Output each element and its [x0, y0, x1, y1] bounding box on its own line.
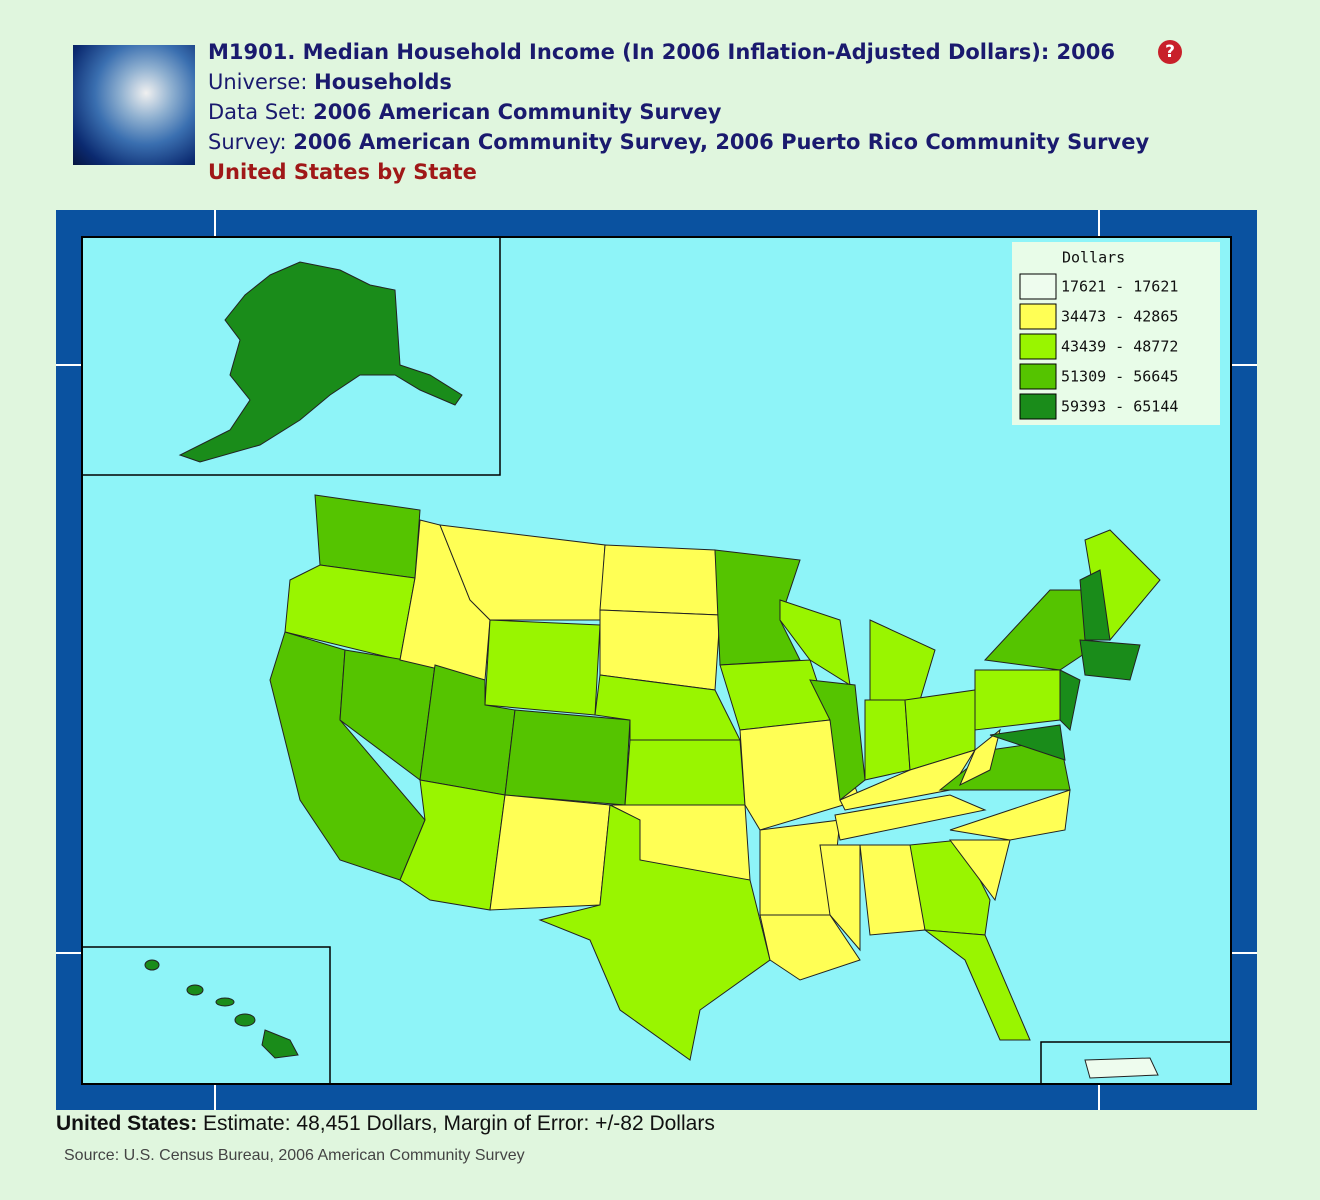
legend-label: 51309 - 56645	[1061, 368, 1178, 386]
help-button[interactable]: ?	[1158, 40, 1182, 64]
legend-swatch	[1019, 363, 1057, 390]
state	[178, 261, 463, 463]
state	[819, 844, 861, 952]
footer-label: United States:	[56, 1112, 198, 1135]
state	[624, 739, 746, 806]
state	[1079, 639, 1141, 681]
state	[834, 794, 987, 841]
legend-swatch	[1019, 303, 1057, 330]
state	[439, 524, 606, 621]
state	[599, 544, 721, 616]
legend-swatch	[1019, 273, 1057, 300]
legend-label: 34473 - 42865	[1061, 308, 1178, 326]
legend-title: Dollars	[1062, 249, 1125, 267]
legend-label: 59393 - 65144	[1061, 398, 1178, 416]
info-value: 2006 American Community Survey, 2006 Pue…	[293, 130, 1150, 154]
frame-ticks	[56, 210, 1257, 1110]
state	[1059, 669, 1081, 732]
states	[269, 494, 1161, 1061]
info-value: 2006 American Community Survey	[313, 100, 722, 124]
hawaii-inset	[81, 946, 331, 1085]
state	[779, 599, 851, 687]
state	[839, 749, 977, 811]
state	[864, 699, 911, 781]
state	[949, 839, 1011, 902]
state	[739, 719, 861, 831]
info-line: Universe: Households	[208, 70, 452, 94]
state	[809, 679, 866, 801]
info-label: Survey:	[208, 130, 287, 154]
state	[314, 494, 421, 579]
state	[714, 549, 801, 666]
state	[484, 619, 601, 716]
footer-text: Estimate: 48,451 Dollars, Margin of Erro…	[203, 1112, 715, 1135]
state	[489, 794, 611, 911]
icon	[73, 45, 195, 165]
legend-swatch	[1019, 393, 1057, 420]
puerto-rico-inset	[1040, 1041, 1232, 1085]
info-label: Data Set:	[208, 100, 307, 124]
legend-swatch	[1019, 333, 1057, 360]
info-label: Universe:	[208, 70, 308, 94]
info-value: Households	[314, 70, 452, 94]
source: Source: U.S. Census Bureau, 2006 America…	[64, 1147, 525, 1164]
state	[949, 789, 1071, 841]
footer: United States: Estimate: 48,451 Dollars,…	[56, 1112, 715, 1136]
state	[759, 914, 861, 981]
geography: United States by State	[208, 160, 477, 184]
puerto-rico	[1084, 1057, 1159, 1079]
state	[538, 804, 771, 1061]
legend-label: 17621 - 17621	[1061, 278, 1178, 296]
state	[504, 709, 631, 806]
state	[989, 724, 1066, 761]
info-line: Survey: 2006 American Community Survey, …	[208, 130, 1149, 154]
state	[974, 669, 1061, 731]
state	[284, 564, 416, 661]
info-line: Data Set: 2006 American Community Survey	[208, 100, 721, 124]
state	[959, 728, 1001, 787]
legend-label: 43439 - 48772	[1061, 338, 1178, 356]
state	[719, 659, 831, 731]
title: M1901. Median Household Income (In 2006 …	[208, 40, 1115, 64]
state	[1079, 569, 1111, 641]
state	[923, 929, 1031, 1041]
alaska-inset	[81, 236, 501, 476]
hawaii	[144, 959, 299, 1059]
